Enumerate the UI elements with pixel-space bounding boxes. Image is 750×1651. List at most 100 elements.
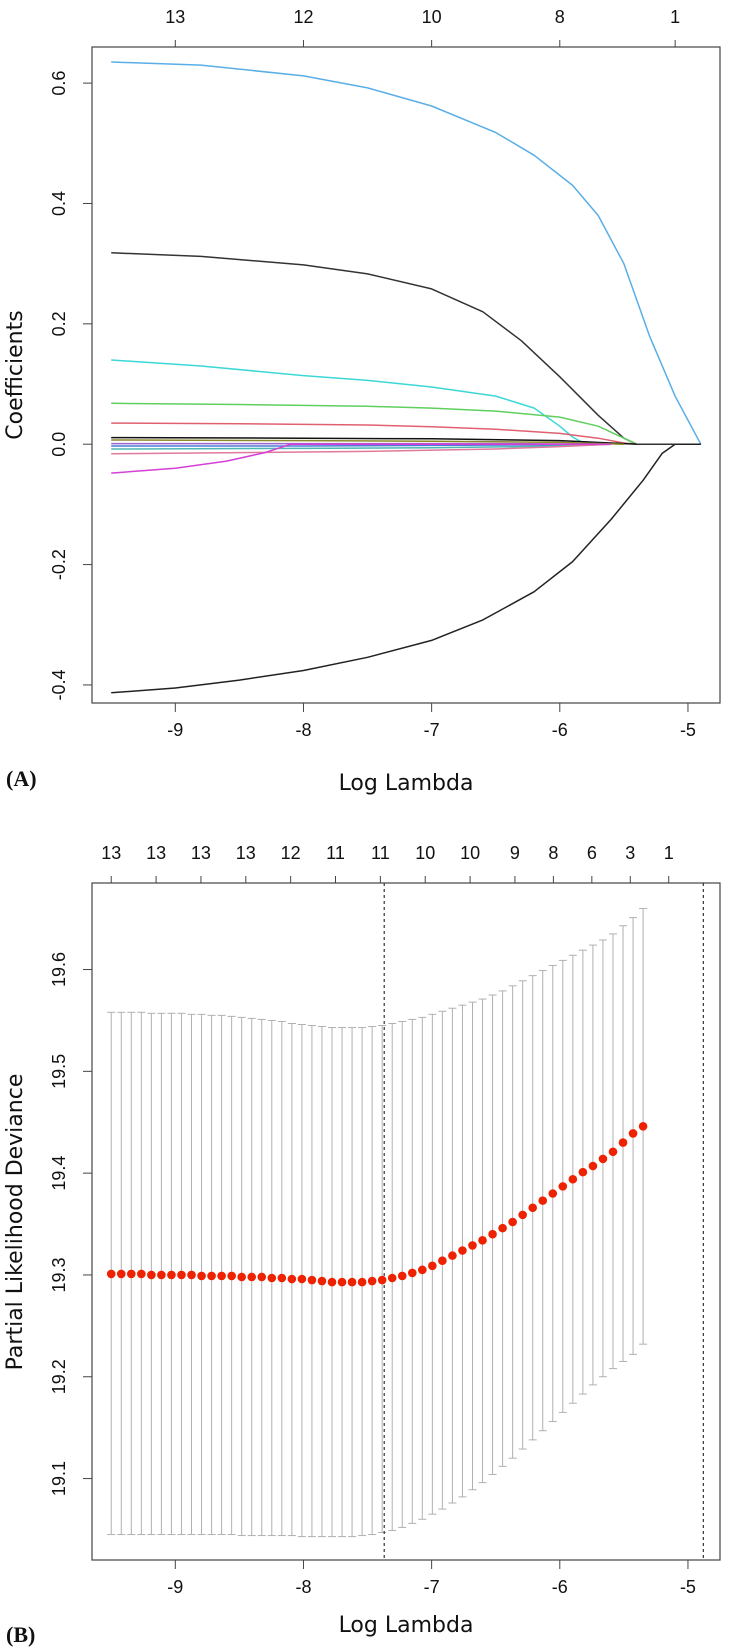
deviance-point (578, 1167, 588, 1177)
deviance-point (518, 1210, 527, 1220)
y-tick-label: 19.1 (49, 1461, 69, 1496)
deviance-point (468, 1241, 477, 1250)
top-tick-label: 10 (460, 843, 480, 863)
deviance-point (488, 1229, 497, 1239)
top-tick-label: 13 (191, 843, 211, 863)
x-tick-label: -8 (295, 720, 311, 740)
deviance-point (528, 1203, 538, 1213)
top-tick-label: 13 (236, 843, 256, 863)
top-tick-label: 12 (293, 7, 313, 27)
panel-b-y-axis: 19.1 19.2 19.3 19.4 19.5 19.6 (49, 952, 92, 1496)
y-tick-label: 0.6 (49, 71, 69, 96)
top-tick-label: 1 (664, 843, 674, 863)
x-tick-label: -5 (680, 1577, 696, 1597)
deviance-point (327, 1277, 337, 1287)
deviance-point (558, 1182, 568, 1191)
top-tick-label: 8 (548, 843, 558, 863)
y-tick-label: 0.4 (49, 191, 69, 216)
deviance-point (347, 1277, 357, 1287)
y-tick-label: 0.0 (49, 432, 69, 457)
deviance-point (407, 1268, 417, 1278)
y-tick-label: 19.3 (49, 1257, 69, 1292)
top-tick-label: 1 (670, 7, 680, 27)
deviance-point (418, 1265, 427, 1275)
x-tick-label: -9 (167, 720, 183, 740)
panel-b-cross-validation: 13 13 13 13 12 11 11 10 10 9 8 6 3 1 19.1 19.2 19.3 19.4… (3, 843, 721, 1647)
x-tick-label: -9 (167, 1577, 183, 1597)
panel-a-x-axis-title: Log Lambda (339, 771, 474, 796)
deviance-point (337, 1277, 347, 1287)
top-tick-label: 13 (165, 7, 185, 27)
deviance-point (167, 1270, 176, 1280)
top-tick-label: 3 (625, 843, 635, 863)
deviance-point (247, 1272, 257, 1282)
deviance-point (568, 1174, 578, 1184)
deviance-point (448, 1251, 457, 1260)
panel-a-plot-box (91, 46, 721, 704)
deviance-point (317, 1276, 327, 1286)
panel-b-y-axis-title: Partial Likelihood Deviance (3, 1074, 28, 1371)
x-tick-label: -6 (552, 720, 568, 740)
panel-b-plot-box (91, 882, 721, 1561)
y-tick-label: 0.2 (49, 311, 69, 336)
x-tick-label: -8 (295, 1577, 311, 1597)
deviance-point (538, 1196, 548, 1205)
deviance-point (548, 1189, 558, 1198)
deviance-point (628, 1129, 638, 1138)
panel-a-label: (A) (6, 766, 37, 791)
coef-path-cyan (111, 359, 586, 445)
y-tick-label: -0.2 (49, 549, 69, 580)
y-tick-label: 19.2 (49, 1359, 69, 1394)
deviance-point (157, 1270, 166, 1280)
coef-path-black-small (111, 436, 637, 445)
deviance-point (116, 1269, 126, 1279)
panel-a-y-axis-title: Coefficients (3, 310, 28, 439)
coef-path-black-negative (111, 443, 701, 694)
deviance-point (297, 1274, 307, 1284)
x-tick-label: -5 (680, 720, 696, 740)
top-tick-label: 12 (281, 843, 301, 863)
deviance-point (588, 1161, 598, 1171)
top-tick-label: 13 (101, 843, 121, 863)
top-tick-label: 9 (510, 843, 520, 863)
deviance-point (608, 1147, 618, 1157)
coef-path-magenta (111, 443, 612, 474)
top-tick-label: 8 (555, 7, 565, 27)
deviance-point (187, 1270, 196, 1280)
deviance-point (357, 1277, 367, 1287)
deviance-point (207, 1271, 216, 1281)
deviance-point (508, 1217, 517, 1227)
deviance-point (267, 1273, 277, 1283)
deviance-point (197, 1271, 206, 1281)
top-tick-label: 6 (587, 843, 597, 863)
deviance-point (106, 1269, 116, 1279)
x-tick-label: -7 (424, 1577, 440, 1597)
top-tick-label: 10 (415, 843, 435, 863)
deviance-point (458, 1246, 467, 1255)
panel-b-x-axis-title: Log Lambda (339, 1613, 474, 1638)
deviance-point (498, 1223, 507, 1233)
deviance-point (377, 1275, 387, 1285)
deviance-point (147, 1270, 156, 1280)
deviance-point (428, 1261, 437, 1271)
deviance-point (478, 1236, 487, 1245)
deviance-point (237, 1272, 246, 1282)
top-tick-label: 11 (371, 843, 390, 863)
panel-a-coefficient-paths: 13 12 10 8 1 -0.4 -0.2 0.0 0.2 0.4 0.6 -9 -8 -7 -6 -5… (3, 7, 721, 796)
coef-path-pink (111, 443, 612, 455)
top-tick-label: 11 (326, 843, 345, 863)
coef-path-blue (111, 61, 702, 445)
x-tick-label: -7 (424, 720, 440, 740)
deviance-point (217, 1271, 226, 1281)
y-tick-label: 19.6 (49, 952, 69, 987)
deviance-point (367, 1276, 377, 1286)
deviance-point (257, 1272, 267, 1282)
deviance-point (397, 1271, 407, 1281)
top-tick-label: 13 (146, 843, 166, 863)
deviance-point (177, 1270, 186, 1280)
panel-b-label: (B) (6, 1622, 35, 1647)
y-tick-label: 19.5 (49, 1054, 69, 1089)
panel-a-y-axis: -0.4 -0.2 0.0 0.2 0.4 0.6 (49, 71, 92, 700)
deviance-point (598, 1154, 608, 1164)
deviance-point (638, 1122, 648, 1131)
